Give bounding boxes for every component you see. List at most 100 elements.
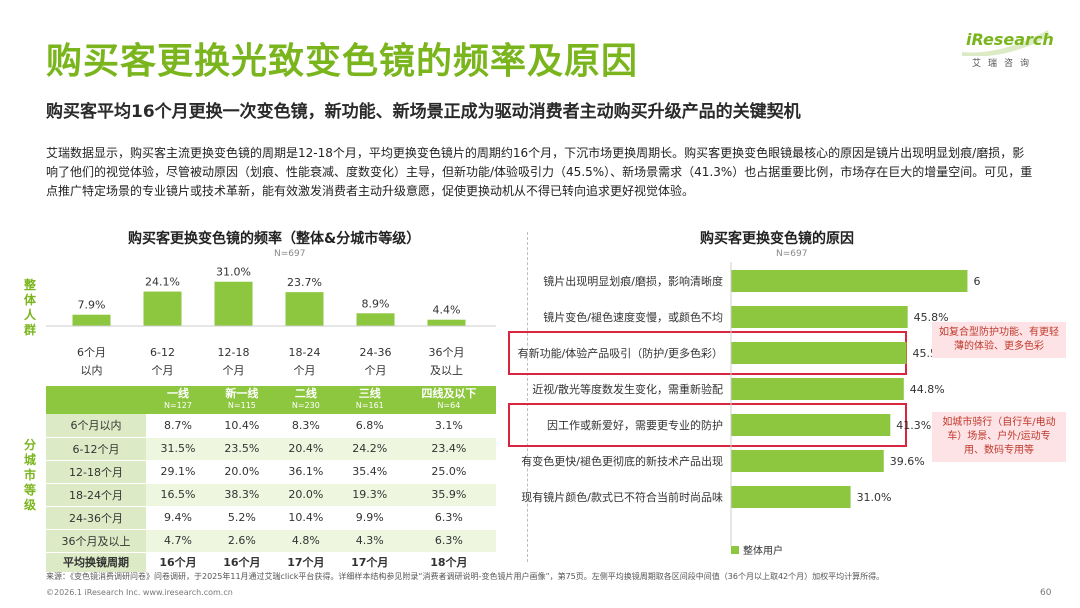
- row-label: 12-18个月: [46, 460, 146, 484]
- reason-category-label: 镜片出现明显划痕/磨损，影响清晰度: [543, 274, 723, 288]
- logo-brand: iResearch: [966, 30, 1054, 49]
- reason-bar-chart: 镜片出现明显划痕/磨损，影响清晰度 61.3% 镜片变色/褪色速度变慢，或颜色不均 4…: [508, 262, 980, 557]
- table-avg-row: 平均换镜周期 16个月 16个月 17个月 17个月 18个月: [46, 552, 496, 573]
- table-row: 6个月以内 8.7% 10.4% 8.3% 6.8% 3.1%: [46, 414, 496, 438]
- freq-bar: [356, 313, 395, 326]
- reason-bar: [731, 270, 968, 292]
- row-label: 6个月以内: [46, 414, 146, 438]
- city-tier-table: 一线 N=127 新一线 N=115 二线 N=230 三线 N=161 四线及以下 N=…: [46, 386, 496, 573]
- table-cell: 4.3%: [337, 529, 402, 553]
- table-cell: 18个月: [401, 552, 496, 573]
- table-row: 36个月及以上 4.7% 2.6% 4.8% 4.3% 6.3%: [46, 529, 496, 553]
- table-cell: 23.4%: [401, 437, 496, 461]
- freq-category-label: 以内: [81, 363, 103, 377]
- freq-bar: [214, 281, 253, 326]
- freq-category-label: 36个月: [429, 346, 465, 359]
- col-header: 三线 N=161: [337, 386, 402, 414]
- table-cell: 35.4%: [337, 460, 402, 484]
- row-label: 24-36个月: [46, 506, 146, 530]
- logo-sub: 艾瑞咨询: [972, 59, 1037, 69]
- table-cell: 38.3%: [209, 483, 274, 507]
- reason-bar: [731, 342, 907, 364]
- row-label: 6-12个月: [46, 437, 146, 461]
- col-n: N=127: [163, 401, 192, 410]
- row-label: 36个月及以上: [46, 529, 146, 553]
- legend-label: 整体用户: [743, 544, 783, 557]
- table-cell: 4.8%: [273, 529, 338, 553]
- table-cell: 25.0%: [401, 460, 496, 484]
- table-cell: 24.2%: [337, 437, 402, 461]
- note-new-function: 如复合型防护功能、有更轻薄的体验、更多色彩: [932, 322, 1066, 358]
- reason-chart-title: 购买客更换变色镜的原因: [700, 231, 854, 247]
- reason-bar-value: 61.3%: [973, 275, 980, 288]
- reason-category-label: 镜片变色/褪色速度变慢，或颜色不均: [543, 310, 723, 324]
- freq-category-label: 12-18: [218, 346, 250, 359]
- row-label: 平均换镜周期: [46, 552, 146, 573]
- page-subtitle: 购买客平均16个月更换一次变色镜，新功能、新场景正成为驱动消费者主动购买升级产品…: [46, 102, 801, 122]
- reason-bar: [731, 450, 884, 472]
- table-cell: 20.0%: [209, 460, 274, 484]
- section-divider: [527, 232, 528, 562]
- table-row: 6-12个月 31.5% 23.5% 20.4% 24.2% 23.4%: [46, 437, 496, 461]
- table-row: 24-36个月 9.4% 5.2% 10.4% 9.9% 6.3%: [46, 506, 496, 530]
- freq-category-label: 个月: [223, 364, 245, 377]
- table-cell: 6.8%: [337, 414, 402, 438]
- reason-bar: [731, 414, 891, 436]
- col-name: 二线: [294, 387, 317, 400]
- table-cell: 35.9%: [401, 483, 496, 507]
- col-name: 三线: [358, 387, 381, 400]
- freq-chart-n: N=697: [274, 249, 306, 259]
- freq-category-label: 6-12: [150, 346, 175, 359]
- freq-bar-value: 4.4%: [433, 304, 461, 317]
- page-title: 购买客更换光致变色镜的频率及原因: [46, 41, 639, 82]
- freq-bar-value: 23.7%: [287, 276, 322, 289]
- table-header-row: 一线 N=127 新一线 N=115 二线 N=230 三线 N=161 四线及以下 N=…: [46, 386, 496, 414]
- side-label-overall: 整体人群: [23, 278, 36, 337]
- reason-bar-value: 44.8%: [910, 383, 945, 396]
- reason-chart-n: N=697: [776, 249, 808, 259]
- side-label-by-city: 分城市等级: [23, 438, 36, 512]
- freq-category-label: 6个月: [77, 346, 106, 359]
- reason-bar-value: 31.0%: [857, 491, 892, 504]
- freq-bar-value: 24.1%: [145, 276, 180, 289]
- table-cell: 6.3%: [401, 529, 496, 553]
- col-name: 四线及以下: [421, 387, 477, 400]
- reason-category-label: 有新功能/体验产品吸引（防护/更多色彩）: [518, 346, 723, 360]
- col-name: 新一线: [225, 387, 259, 400]
- freq-category-label: 及以上: [430, 364, 463, 377]
- iresearch-logo: iResearch 艾瑞咨询: [960, 26, 1054, 74]
- table-cell: 19.3%: [337, 483, 402, 507]
- table-cell: 9.4%: [146, 506, 210, 530]
- reason-bar: [731, 378, 904, 400]
- table-cell: 5.2%: [209, 506, 274, 530]
- freq-bar-value: 8.9%: [362, 297, 390, 310]
- table-cell: 9.9%: [337, 506, 402, 530]
- table-corner: [46, 386, 146, 414]
- table-cell: 20.4%: [273, 437, 338, 461]
- freq-chart-title: 购买客更换变色镜的频率（整体&分城市等级）: [128, 231, 421, 247]
- freq-bar-value: 7.9%: [78, 299, 106, 312]
- table-cell: 17个月: [273, 552, 338, 573]
- table-cell: 16个月: [209, 552, 274, 573]
- table-cell: 16个月: [146, 552, 210, 573]
- table-cell: 16.5%: [146, 483, 210, 507]
- table-row: 18-24个月 16.5% 38.3% 20.0% 19.3% 35.9%: [46, 483, 496, 507]
- col-header: 一线 N=127: [146, 386, 210, 414]
- reason-bar-value: 41.3%: [896, 419, 931, 432]
- reason-bar-value: 45.8%: [914, 311, 949, 324]
- table-cell: 4.7%: [146, 529, 210, 553]
- reason-category-label: 因工作或新爱好，需要更专业的防护: [547, 418, 723, 432]
- freq-category-label: 18-24: [289, 346, 321, 359]
- freq-bar: [72, 314, 111, 326]
- row-label: 18-24个月: [46, 483, 146, 507]
- table-cell: 10.4%: [209, 414, 274, 438]
- freq-category-label: 24-36: [360, 346, 392, 359]
- intro-paragraph: 艾瑞数据显示，购买客主流更换变色镜的周期是12-18个月，平均更换变色镜片的周期…: [46, 146, 1033, 198]
- col-n: N=230: [291, 401, 320, 410]
- reason-category-label: 近视/散光等度数发生变化，需重新验配: [532, 382, 723, 396]
- freq-bar: [427, 319, 466, 326]
- freq-bar: [143, 291, 182, 326]
- col-n: N=64: [437, 401, 461, 410]
- table-cell: 10.4%: [273, 506, 338, 530]
- reason-category-label: 有变色更快/褪色更彻底的新技术产品出现: [521, 454, 723, 468]
